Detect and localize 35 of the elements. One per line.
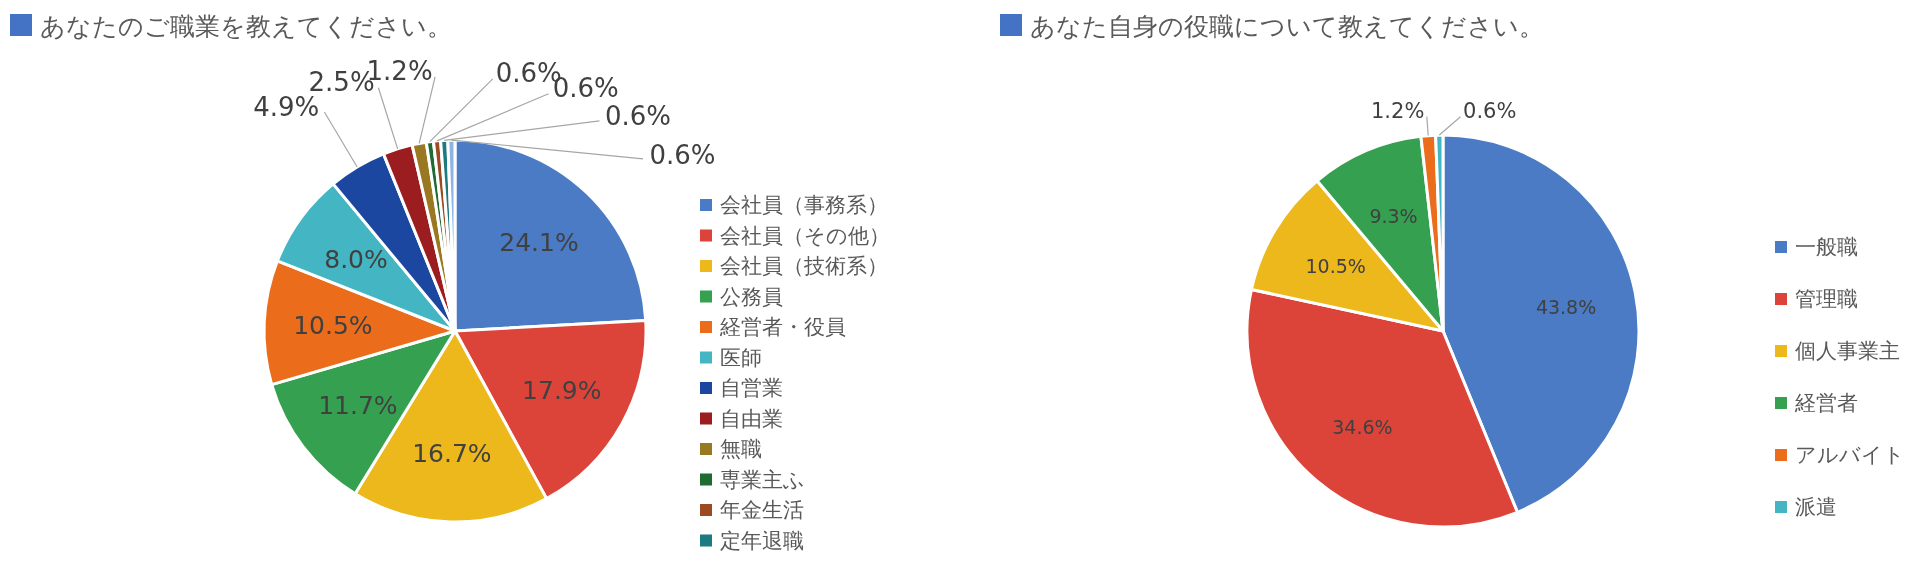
legend-label: 会社員（技術系） <box>720 254 888 278</box>
data-label: 16.7% <box>412 438 492 468</box>
data-label: 43.8% <box>1535 295 1597 318</box>
chart-title: あなたのご職業を教えてください。 <box>40 11 452 41</box>
data-label: 10.5% <box>1305 255 1366 278</box>
legend-label: 定年退職 <box>720 528 804 553</box>
data-label: 24.1% <box>499 227 579 257</box>
data-label: 0.6% <box>649 139 716 170</box>
legend-label: 医師 <box>720 345 762 370</box>
legend-label: 一般職 <box>1795 235 1858 259</box>
data-label: 17.9% <box>522 375 602 405</box>
legend-label: 公務員 <box>720 284 783 309</box>
data-label: 0.6% <box>1463 98 1517 123</box>
legend-label: 経営者 <box>1794 391 1858 415</box>
legend-label: 自由業 <box>720 406 783 431</box>
data-label: 34.6% <box>1332 416 1393 439</box>
legend-label: 会社員（その他） <box>720 223 890 248</box>
legend-label: 管理職 <box>1795 287 1858 311</box>
data-label: 10.5% <box>293 310 373 340</box>
data-label: 11.7% <box>318 390 398 420</box>
data-label: 1.2% <box>1370 98 1425 123</box>
legend-label: 会社員（事務系） <box>720 193 888 217</box>
legend-label: 派遣 <box>1795 495 1837 519</box>
data-label: 0.6% <box>604 100 671 131</box>
legend-label: 無職 <box>720 437 762 461</box>
legend-label: アルバイト <box>1795 443 1905 467</box>
data-label: 4.9% <box>253 91 320 122</box>
legend-label: 自営業 <box>720 376 783 400</box>
data-label: 8.0% <box>324 244 388 274</box>
data-label: 9.3% <box>1369 204 1418 227</box>
legend-label: 年金生活 <box>720 498 804 522</box>
chart-title: あなた自身の役職について教えてください。 <box>1030 11 1544 41</box>
legend-label: 専業主ふ <box>720 467 805 492</box>
legend-label: 個人事業主 <box>1795 339 1900 363</box>
legend-label: 経営者・役員 <box>719 315 846 339</box>
